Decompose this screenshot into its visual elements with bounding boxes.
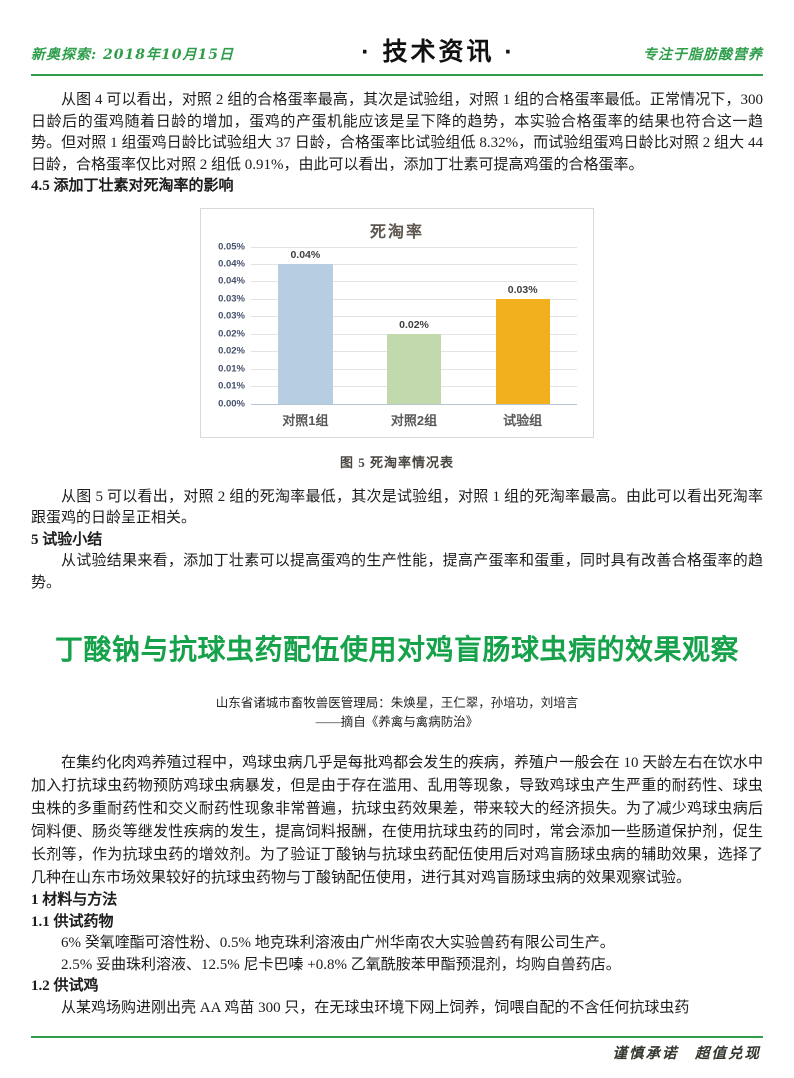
x-category-label: 试验组	[503, 412, 543, 428]
bar-试验组	[495, 298, 550, 404]
bar-cell: 0.03%	[468, 247, 577, 404]
mortality-chart: 死淘率 0.05% 0.04% 0.04% 0.03% 0.03% 0.02% 0.02% 0…	[200, 207, 594, 471]
bar-对照1组	[278, 263, 333, 404]
y-tick-label: 0.03%	[218, 293, 245, 305]
y-tick-label: 0.05%	[218, 241, 245, 252]
x-category-label: 对照1组	[282, 412, 329, 428]
figure-caption: 图 5 死淘率情况表	[339, 454, 454, 470]
heading-1-1: 1.1 供试药物	[31, 913, 114, 930]
heading-4-5: 4.5 添加丁壮素对死淘率的影响	[31, 178, 234, 194]
y-tick-label: 0.03%	[218, 310, 245, 322]
bar-cell: 0.02%	[360, 247, 469, 404]
bar-cell: 0.04%	[251, 247, 360, 404]
x-category-label: 对照2组	[390, 412, 438, 428]
bar-对照2组	[386, 333, 442, 404]
gridline	[251, 298, 577, 300]
article2-title: 丁酸钠与抗球虫药配伍使用对鸡盲肠球虫病的效果观察	[54, 634, 739, 665]
paragraph-fig5-analysis: 从图 5 可以看出，对照 2 组的死淘率最低，其次是试验组，对照 1 组的死淘率…	[31, 488, 763, 527]
bar-value-label: 0.03%	[507, 283, 538, 296]
chart-frame: 死淘率 0.05% 0.04% 0.04% 0.03% 0.03% 0.02% 0.02% 0…	[200, 207, 594, 438]
paragraph-drug1: 6% 癸氧喹酯可溶性粉、0.5% 地克珠利溶液由广州华南农大实验兽药有限公司生产…	[61, 935, 615, 951]
chart-body: 0.05% 0.04% 0.04% 0.03% 0.03% 0.02% 0.02% 0.01%…	[201, 241, 593, 409]
heading-1-2: 1.2 供试鸡	[31, 978, 99, 994]
y-tick-label: 0.04%	[218, 275, 245, 287]
y-tick-label: 0.01%	[218, 363, 245, 375]
bar-value-label: 0.02%	[399, 318, 429, 331]
heading-1: 1 材料与方法	[31, 892, 118, 908]
masthead-slogan: 专注于脂肪酸营养	[643, 47, 763, 63]
y-tick-label: 0.00%	[218, 398, 245, 409]
gridline	[251, 316, 577, 318]
y-tick-label: 0.02%	[218, 345, 245, 357]
byline-authors: 山东省诸城市畜牧兽医管理局：朱焕星，王仁翠，孙培功，刘培言	[215, 696, 579, 710]
chart-plot-area: 0.04% 0.02% 0.03%	[251, 246, 577, 405]
paragraph-intro: 在集约化肉鸡养殖过程中，鸡球虫病几乎是每批鸡都会发生的疾病，养殖户一般会在 10…	[31, 755, 763, 886]
y-tick-label: 0.02%	[218, 328, 245, 340]
footer-slogan: 谨慎承诺 超值兑现	[612, 1046, 761, 1062]
paragraph-summary: 从试验结果来看，添加丁壮素可以提高蛋鸡的生产性能，提高产蛋率和蛋重，同时具有改善…	[31, 553, 763, 591]
chart-title: 死淘率	[369, 223, 424, 241]
paragraph-chicken: 从某鸡场购进刚出壳 AA 鸡苗 300 只，在无球虫环境下网上饲养，饲喂自配的不…	[61, 999, 690, 1016]
masthead: 新奥探索: 2018年10月15日 · 技术资讯 · 专注于脂肪酸营养	[31, 28, 763, 68]
chart-bars: 0.04% 0.02% 0.03%	[251, 247, 577, 404]
chart-x-axis: 对照1组 对照2组 试验组	[201, 405, 593, 429]
paragraph-drug2: 2.5% 妥曲珠利溶液、12.5% 尼卡巴嗪 +0.8% 乙氧酰胺苯甲酯预混剂，…	[61, 956, 621, 973]
masthead-section-title: · 技术资讯 ·	[361, 38, 516, 66]
gridline	[251, 281, 577, 283]
page-footer: 谨慎承诺 超值兑现	[31, 1036, 763, 1063]
bar-value-label: 0.04%	[290, 248, 321, 261]
heading-5: 5 试验小结	[31, 531, 103, 548]
y-tick-label: 0.04%	[218, 258, 245, 270]
paragraph-fig4-analysis: 从图 4 可以看出，对照 2 组的合格蛋率最高，其次是试验组，对照 1 组的合格…	[31, 92, 763, 173]
header-rule	[31, 74, 763, 76]
y-tick-label: 0.01%	[218, 380, 245, 392]
gridline	[251, 263, 577, 265]
masthead-date: 新奥探索: 2018年10月15日	[31, 47, 234, 63]
footer-rule	[31, 1036, 763, 1038]
byline-source: ——摘自《养禽与禽病防治》	[315, 715, 479, 729]
gridline	[251, 246, 577, 248]
chart-y-axis: 0.05% 0.04% 0.04% 0.03% 0.03% 0.02% 0.02% 0.01%…	[209, 241, 251, 409]
article2-byline: 山东省诸城市畜牧兽医管理局：朱焕星，王仁翠，孙培功，刘培言 ——摘自《养禽与禽病…	[31, 694, 763, 732]
